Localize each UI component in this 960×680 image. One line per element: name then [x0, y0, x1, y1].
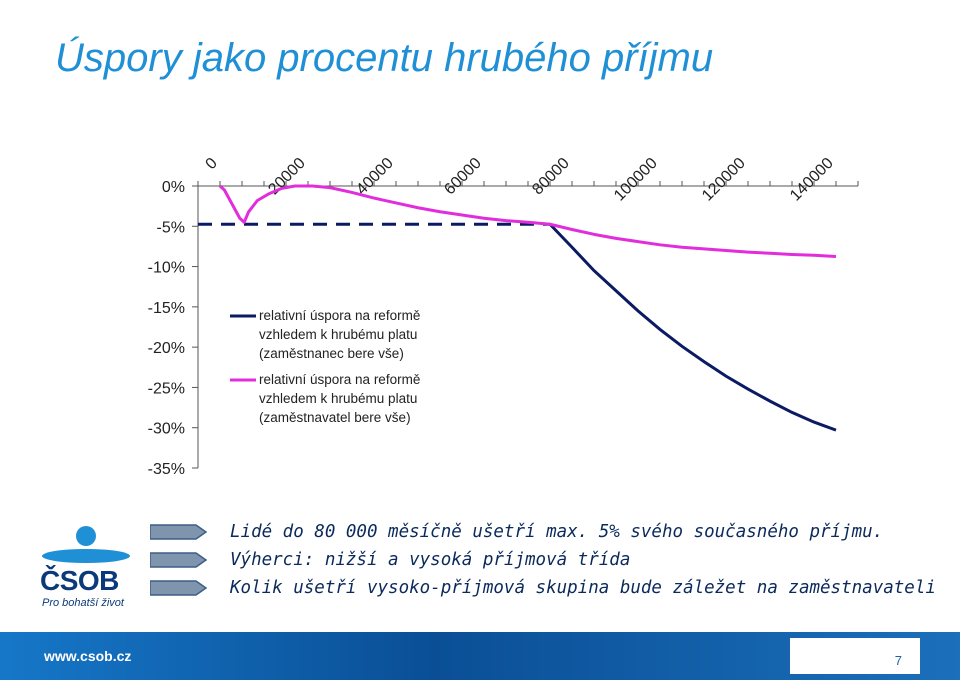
- bullet-text: Lidé do 80 000 měsíčně ušetří max. 5% sv…: [230, 522, 884, 542]
- x-tick-label: 0: [203, 155, 221, 173]
- legend-label: (zaměstnanec bere vše): [259, 346, 404, 361]
- logo-slogan: Pro bohatší život: [42, 597, 124, 609]
- y-tick-labels: 0% -5% -10% -15% -20% -25% -30% -35%: [148, 179, 185, 478]
- x-tick-label: 100000: [611, 155, 661, 205]
- bullet-text: Výherci: nižší a vysoká příjmová třída: [230, 550, 631, 570]
- page-number: 7: [894, 653, 902, 668]
- y-tick-label: -20%: [148, 340, 185, 357]
- bullet-item: Lidé do 80 000 měsíčně ušetří max. 5% sv…: [150, 520, 960, 546]
- x-tick-label: 120000: [699, 155, 749, 205]
- y-tick-label: 0%: [162, 179, 185, 196]
- x-tick-labels: 0 20000 40000 60000 80000 100000 120000 140000: [203, 155, 837, 205]
- chart-series: [198, 184, 837, 432]
- y-tick-label: -35%: [148, 461, 185, 478]
- logo-icon: [42, 526, 130, 563]
- y-tick-label: -10%: [148, 260, 185, 277]
- series-line: [218, 184, 837, 258]
- x-tick-label: 60000: [441, 155, 485, 199]
- legend-label: relativní úspora na reformě: [259, 308, 420, 323]
- line-chart: 0 20000 40000 60000 80000 100000 120000 140000 …: [148, 155, 859, 478]
- y-tick-label: -25%: [148, 380, 185, 397]
- legend-label: relativní úspora na reformě: [259, 372, 420, 387]
- bullet-item: Výherci: nižší a vysoká příjmová třída: [150, 548, 960, 574]
- x-tick-label: 80000: [529, 155, 573, 199]
- chart-legend: relativní úspora na reformě vzhledem k hr…: [230, 308, 420, 425]
- x-tick-label: 140000: [787, 155, 837, 205]
- arrow-icon: [150, 552, 208, 568]
- arrow-icon: [150, 580, 208, 596]
- y-tick-label: -15%: [148, 300, 185, 317]
- series-line: [548, 223, 837, 432]
- bullet-item: Kolik ušetří vysoko-příjmová skupina bud…: [150, 576, 960, 602]
- footer-bar: www.csob.cz 7: [0, 632, 960, 680]
- legend-label: vzhledem k hrubému platu: [259, 327, 417, 342]
- footer-url[interactable]: www.csob.cz: [44, 648, 132, 664]
- y-tick-label: -30%: [148, 421, 185, 438]
- x-tick-label: 40000: [353, 155, 397, 199]
- logo-text: ČSOB: [40, 565, 119, 596]
- y-tick-label: -5%: [157, 219, 185, 236]
- page-number-box: 7: [790, 638, 920, 674]
- arrow-icon: [150, 524, 208, 540]
- legend-label: (zaměstnavatel bere vše): [259, 410, 411, 425]
- page-title: Úspory jako procentu hrubého příjmu: [55, 36, 714, 80]
- legend-label: vzhledem k hrubému platu: [259, 391, 417, 406]
- bullet-text: Kolik ušetří vysoko-příjmová skupina bud…: [230, 578, 936, 598]
